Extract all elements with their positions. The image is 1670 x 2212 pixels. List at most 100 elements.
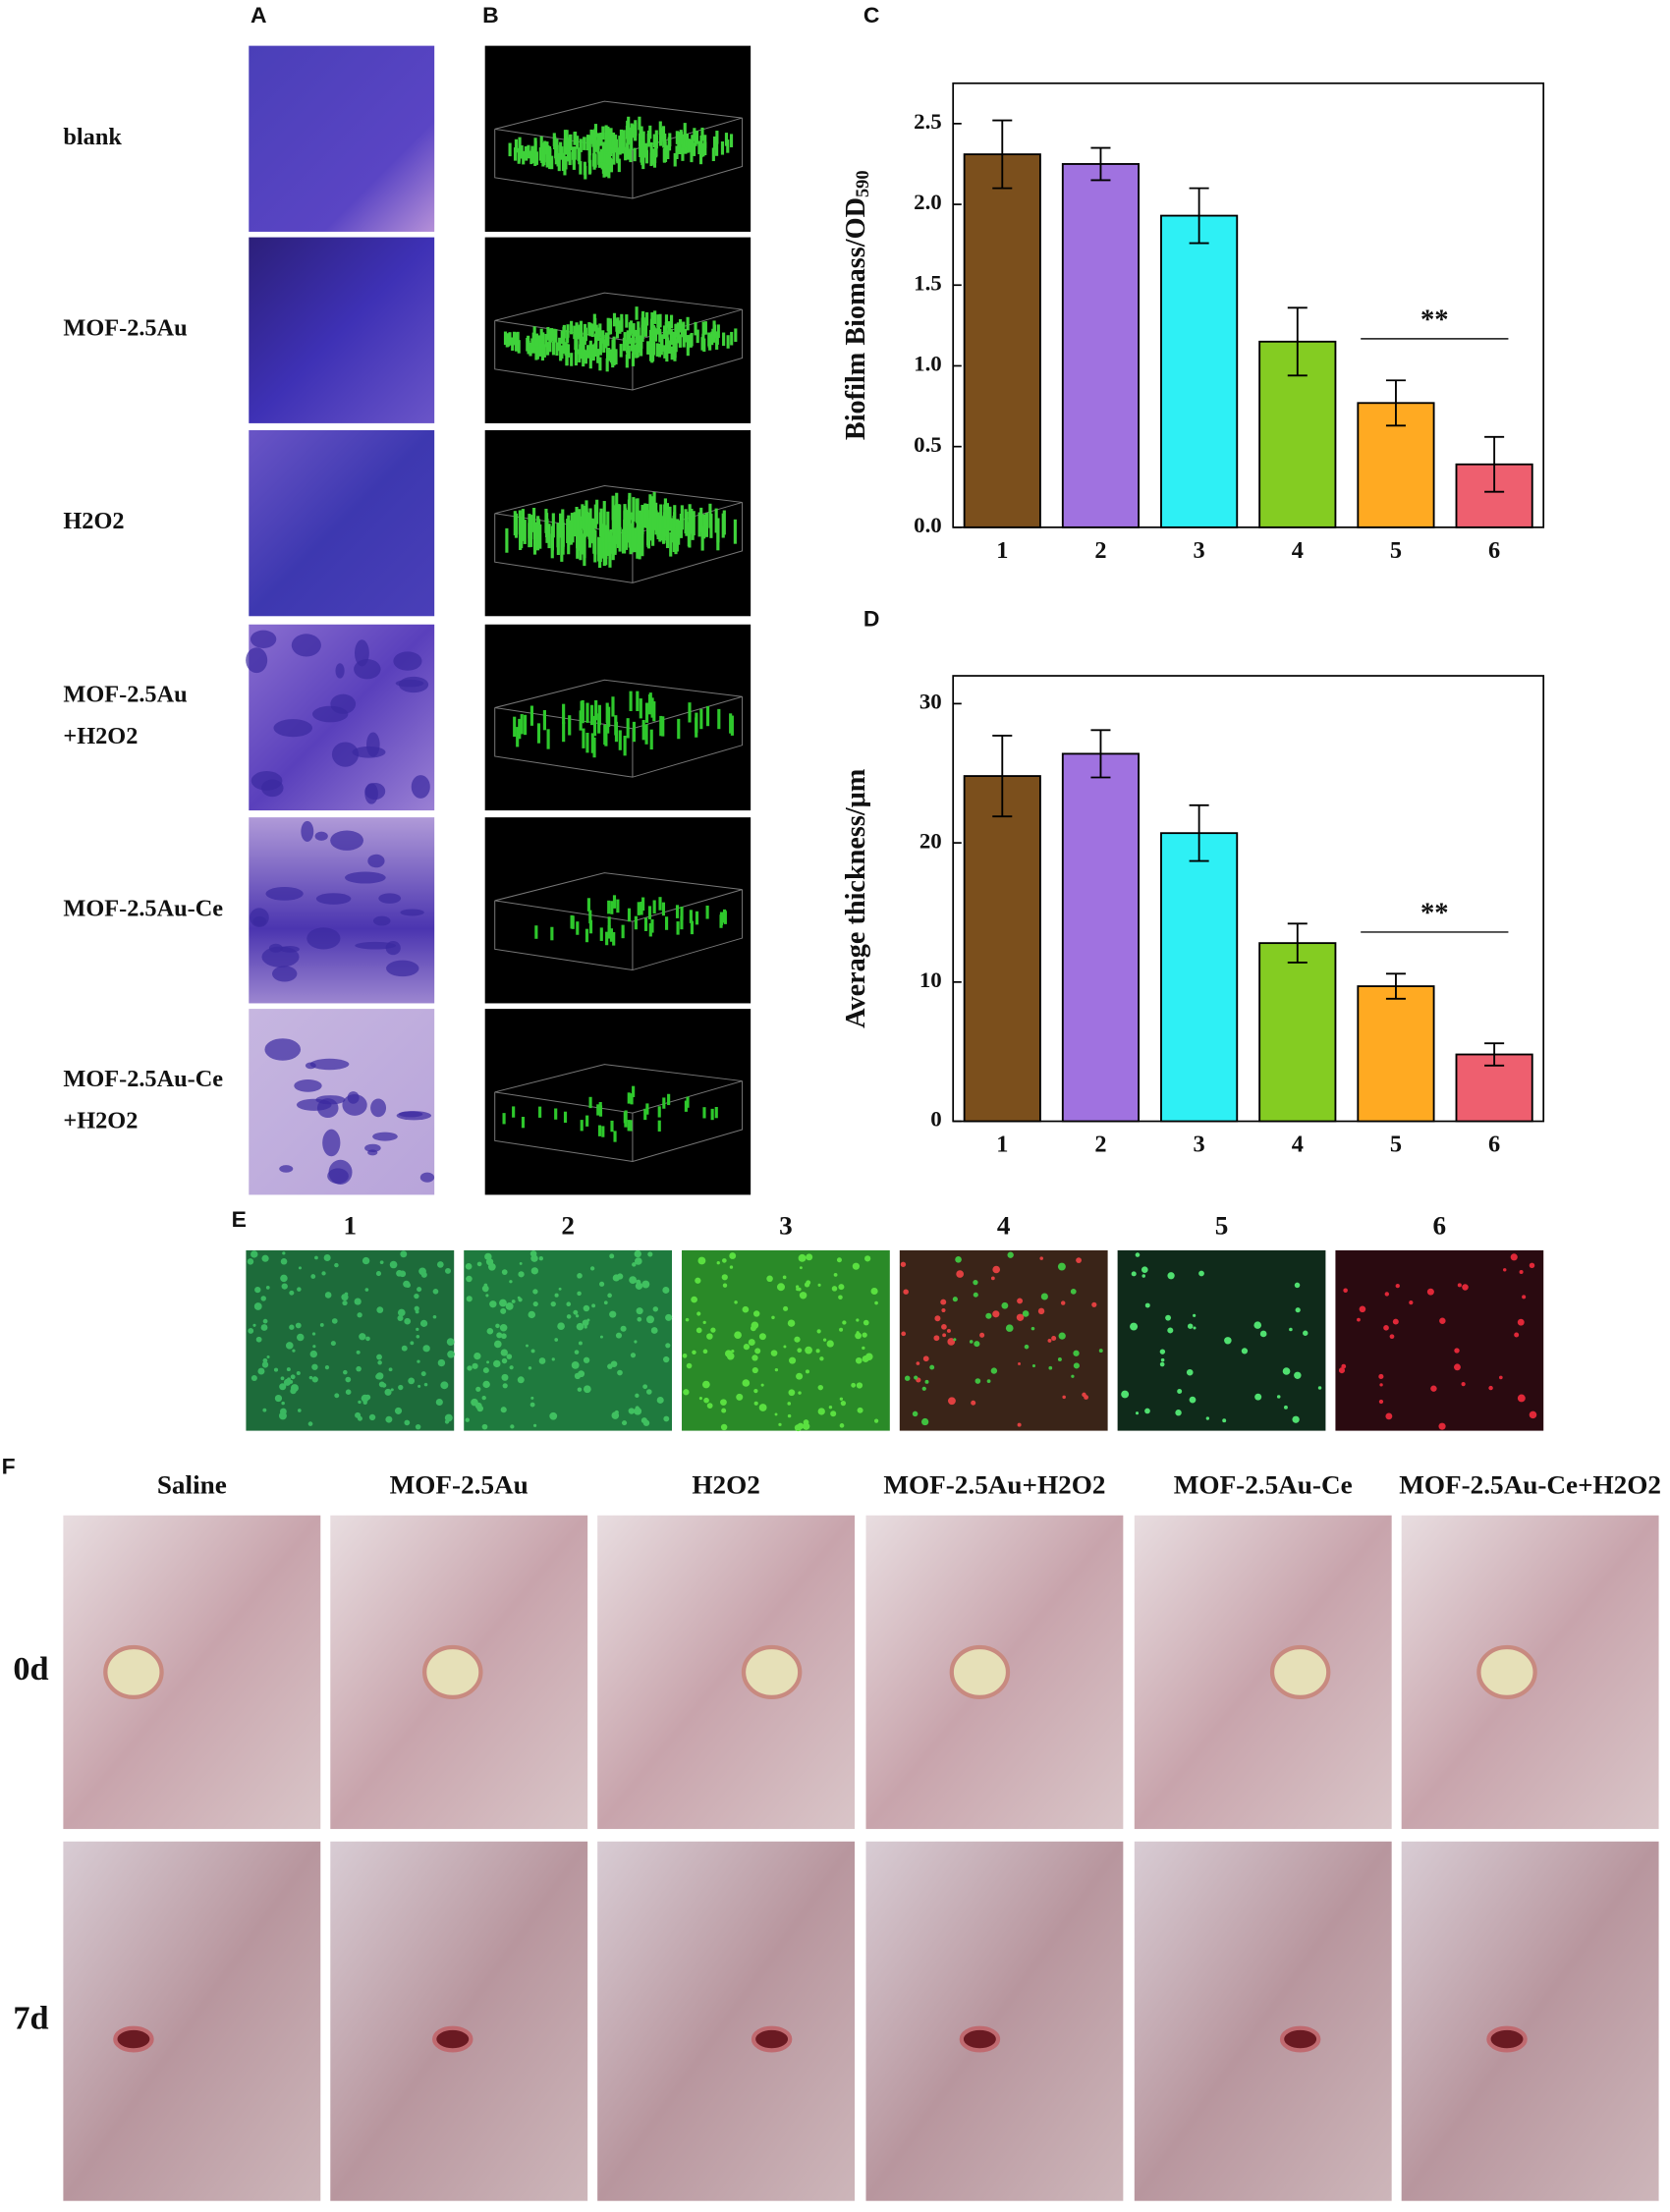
biofilm-spike — [647, 906, 652, 919]
biofilm-spike — [695, 911, 699, 925]
biofilm-spike — [587, 523, 592, 548]
cell-dot — [1073, 1362, 1080, 1369]
biofilm-spike — [700, 127, 704, 141]
biofilm-spike — [566, 329, 570, 344]
cell-dot — [584, 1325, 587, 1329]
biofilm-spike — [632, 721, 636, 743]
cell-dot — [574, 1350, 580, 1355]
stain-spot — [250, 908, 269, 927]
fluorescence-image — [1117, 1249, 1326, 1431]
x-tick-label: 4 — [1292, 1132, 1304, 1158]
cell-dot — [334, 1393, 340, 1399]
cell-dot — [419, 1319, 428, 1327]
cell-dot — [1222, 1418, 1227, 1423]
cell-dot — [1253, 1321, 1262, 1329]
stain-spot — [385, 941, 401, 956]
cell-dot — [289, 1324, 295, 1330]
biofilm-spike — [630, 136, 634, 150]
biofilm-spike — [648, 125, 652, 139]
biofilm-spike — [612, 336, 616, 351]
biofilm-spike — [529, 342, 532, 357]
biofilm-spike — [570, 353, 574, 366]
cell-dot — [435, 1398, 443, 1407]
biofilm-spike — [554, 1108, 558, 1120]
confocal-image — [484, 45, 752, 232]
biofilm-spike — [536, 723, 541, 744]
biofilm-spike — [512, 331, 517, 346]
confocal-box — [494, 1064, 743, 1114]
biofilm-spike — [592, 528, 596, 554]
biofilm-spike — [580, 1120, 584, 1132]
biofilm-spike — [625, 314, 629, 328]
biofilm-spike — [546, 729, 550, 749]
cell-dot — [500, 1407, 507, 1413]
cell-dot — [636, 1307, 643, 1315]
cell-dot — [571, 1360, 580, 1369]
biofilm-spike — [670, 518, 675, 543]
cell-dot — [517, 1376, 525, 1384]
cell-dot — [297, 1409, 302, 1412]
cell-dot — [375, 1271, 382, 1277]
cell-dot — [1395, 1283, 1400, 1289]
cell-dot — [577, 1291, 582, 1297]
biofilm-spike — [597, 713, 601, 734]
biofilm-spike — [584, 327, 587, 342]
cell-dot — [511, 1300, 516, 1303]
panel-letter: F — [2, 1454, 16, 1479]
cell-dot — [610, 1360, 618, 1367]
cell-dot — [751, 1321, 759, 1329]
cell-dot — [1295, 1307, 1301, 1313]
cell-dot — [628, 1408, 636, 1414]
biofilm-spike — [629, 320, 634, 334]
cell-dot — [721, 1258, 727, 1263]
cell-dot — [530, 1349, 535, 1354]
panel-letter: A — [250, 2, 267, 28]
biofilm-spike — [629, 148, 633, 163]
biofilm-spike — [593, 124, 598, 138]
biofilm-spike — [629, 691, 633, 711]
biofilm-spike — [627, 908, 632, 922]
biofilm-spike — [623, 332, 627, 346]
cell-dot — [1259, 1330, 1267, 1338]
biofilm-spike — [618, 320, 622, 334]
biofilm-spike — [661, 902, 666, 916]
cell-dot — [262, 1318, 268, 1324]
y-axis-label: Biofilm Biomass/OD590 — [840, 170, 872, 440]
cell-dot — [852, 1262, 861, 1270]
stain-image — [249, 429, 435, 617]
cell-dot — [742, 1379, 751, 1387]
cell-dot — [1383, 1325, 1389, 1331]
confocal-box — [494, 1080, 744, 1163]
y-axis-label-text: Average thickness/μm — [840, 768, 870, 1027]
cell-dot — [279, 1383, 287, 1391]
cell-dot — [331, 1318, 338, 1324]
biofilm-spike — [585, 345, 590, 359]
fluorescence-image — [899, 1249, 1108, 1431]
biofilm-spike — [598, 323, 602, 337]
cell-dot — [637, 1316, 642, 1322]
biofilm-spike — [598, 537, 602, 563]
cell-dot — [753, 1389, 758, 1394]
biofilm-spike — [578, 525, 582, 551]
cell-dot — [1389, 1334, 1395, 1340]
cell-dot — [1378, 1399, 1384, 1405]
biofilm-spike — [552, 328, 556, 343]
cell-dot — [652, 1306, 659, 1312]
biofilm-spike — [629, 1120, 633, 1132]
biofilm-spike — [527, 335, 530, 350]
cell-dot — [397, 1308, 406, 1317]
cell-dot — [721, 1408, 727, 1413]
cell-dot — [311, 1332, 316, 1336]
biofilm-spike — [682, 321, 686, 336]
cell-dot — [753, 1401, 758, 1406]
cell-dot — [416, 1335, 420, 1339]
biofilm-spike — [611, 495, 615, 521]
biofilm-spike — [645, 521, 650, 546]
biofilm-spike — [530, 145, 534, 160]
cell-dot — [1037, 1307, 1045, 1315]
biofilm-spike — [578, 509, 582, 534]
cell-dot — [528, 1366, 532, 1370]
plot-frame — [952, 82, 1545, 528]
biofilm-spike — [627, 1120, 631, 1132]
biofilm-spike — [549, 328, 554, 342]
